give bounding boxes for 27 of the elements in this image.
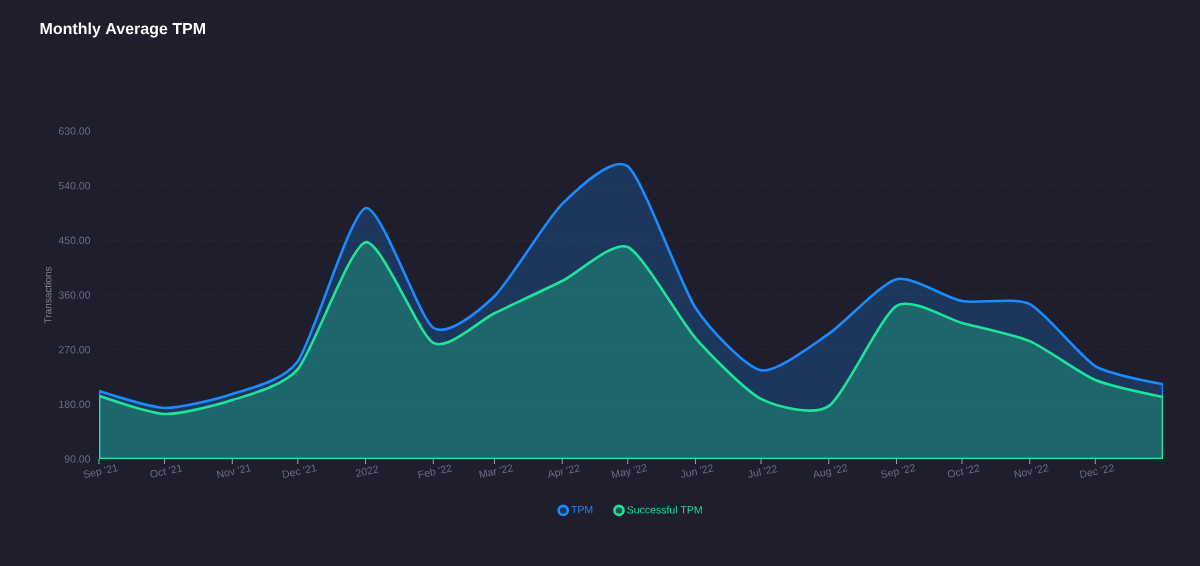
y-tick-label: 90.00	[64, 455, 91, 463]
x-tick-label: Nov '21	[216, 464, 252, 479]
x-tick-label: Mar '22	[479, 464, 514, 479]
x-tick-label: Nov '22	[1014, 464, 1049, 479]
x-tick-label: Dec '22	[1079, 464, 1115, 479]
y-axis-title: Transactions	[44, 266, 52, 324]
x-tick-label: Sep '22	[881, 464, 916, 478]
y-tick-label: 630.00	[58, 127, 91, 135]
x-tick-label: Dec '21	[282, 464, 317, 479]
y-tick-label: 180.00	[59, 400, 91, 409]
x-tick-label: Jul '22	[748, 465, 778, 478]
y-tick-label: 270.00	[58, 345, 91, 354]
y-tick-label: 540.00	[58, 181, 91, 190]
legend-label: Successful TPM	[627, 505, 702, 514]
chart-title: Monthly Average TPM	[40, 22, 205, 38]
x-tick-label: Aug '22	[813, 464, 848, 479]
x-tick-label: Oct '22	[947, 464, 980, 478]
x-tick-label: Jun '22	[681, 464, 714, 478]
x-tick-label: Feb '22	[417, 464, 453, 479]
x-tick-label: Apr '22	[548, 464, 581, 479]
y-tick-label: 360.00	[58, 291, 91, 299]
legend-label: TPM	[571, 506, 593, 514]
y-tick-label: 450.00	[58, 236, 91, 245]
x-tick-label: 2022	[355, 465, 379, 477]
x-tick-label: Oct '21	[150, 464, 183, 478]
x-tick-label: Sep '21	[83, 464, 118, 478]
x-tick-label: May '22	[611, 464, 648, 479]
